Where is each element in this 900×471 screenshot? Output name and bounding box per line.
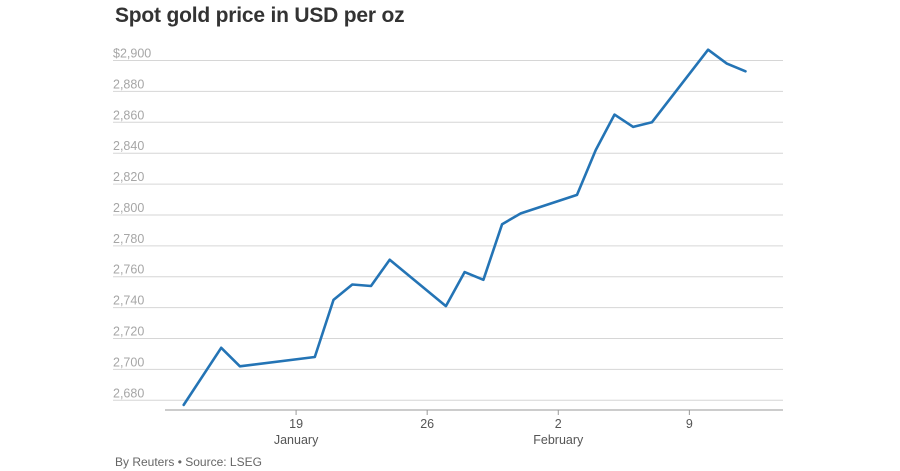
y-tick-label: 2,720 [113, 325, 144, 339]
x-month-label: February [533, 433, 584, 447]
y-tick-label: 2,800 [113, 201, 144, 215]
x-tick-label: 2 [555, 417, 562, 431]
series-layer [182, 48, 747, 407]
y-tick-label: 2,860 [113, 108, 144, 122]
y-tick-label: 2,840 [113, 139, 144, 153]
y-tick-label: 2,780 [113, 232, 144, 246]
y-tick-label: 2,820 [113, 170, 144, 184]
x-month-label: January [274, 433, 319, 447]
y-tick-label: 2,680 [113, 386, 144, 400]
source-credit: By Reuters • Source: LSEG [115, 455, 262, 469]
x-axis: 19 January 26 2 February 9 [165, 409, 783, 447]
y-tick-label: $2,900 [113, 47, 151, 61]
y-tick-label: 2,760 [113, 263, 144, 277]
y-tick-label: 2,740 [113, 294, 144, 308]
chart-title: Spot gold price in USD per oz [115, 4, 405, 27]
x-tick-label: 26 [420, 417, 434, 431]
gridlines [113, 60, 783, 401]
y-axis-ticks: 2,680 2,700 2,720 2,740 2,760 2,780 2,800 2,820… [113, 47, 151, 401]
y-tick-label: 2,880 [113, 77, 144, 91]
y-tick-label: 2,700 [113, 355, 144, 369]
x-tick-label: 9 [686, 417, 693, 431]
gold-price-line [182, 48, 747, 407]
x-tick-label: 19 [289, 417, 303, 431]
